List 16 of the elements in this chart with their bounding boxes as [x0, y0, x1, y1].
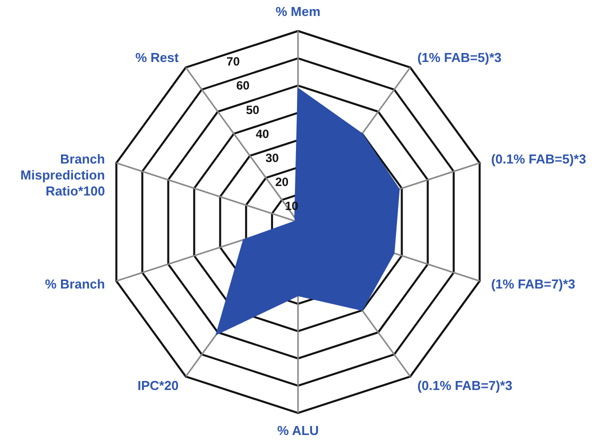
spoke-label: IPC*20 — [137, 378, 179, 394]
spoke-label: (0.1% FAB=5)*3 — [491, 151, 586, 166]
spoke-label: Branch Misprediction Ratio*100 — [20, 151, 105, 198]
spoke-label: % Branch — [44, 276, 105, 292]
spoke-label: (1% FAB=7)*3 — [491, 276, 576, 292]
y-tick-label: 20 — [275, 175, 289, 190]
y-tick-label: 50 — [246, 102, 260, 117]
spoke-label: % Rest — [135, 50, 180, 65]
y-tick-label: 30 — [265, 151, 280, 166]
y-tick-label: 60 — [236, 78, 250, 93]
spoke-label: % ALU — [277, 423, 319, 438]
spoke-label: (1% FAB=5)*3 — [417, 50, 502, 65]
spoke-label: % Mem — [276, 4, 320, 19]
y-tick-label: 70 — [226, 54, 240, 69]
spoke-label: (0.1% FAB=7)*3 — [417, 378, 512, 394]
y-tick-label: 40 — [256, 126, 270, 141]
